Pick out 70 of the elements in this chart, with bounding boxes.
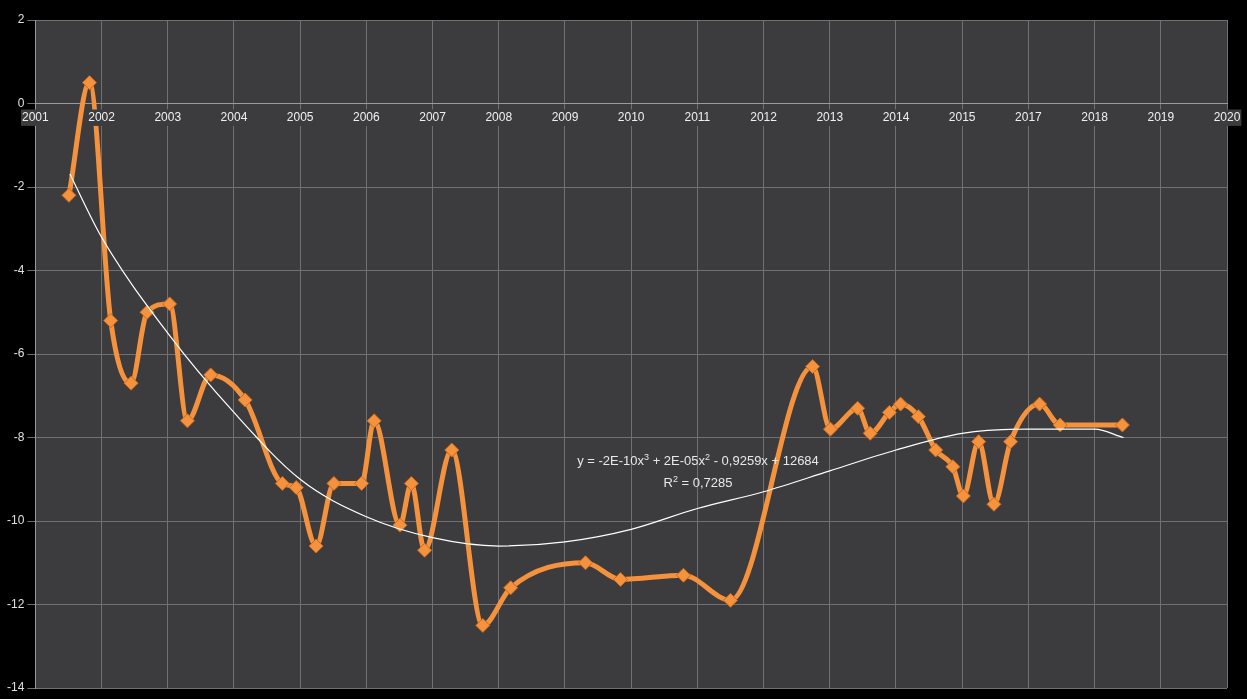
- point: [971, 434, 987, 450]
- x-tick-label: 2015: [948, 110, 976, 125]
- y-tick-label: -6: [13, 346, 25, 361]
- x-tick-label: 2009: [551, 110, 579, 125]
- point: [392, 517, 408, 533]
- point: [103, 313, 119, 329]
- point: [675, 567, 691, 583]
- point: [123, 375, 139, 391]
- point: [403, 475, 419, 491]
- point: [366, 413, 382, 429]
- y-tick-label: -14: [7, 680, 25, 695]
- point: [308, 538, 324, 554]
- point: [612, 571, 628, 587]
- x-tick-label: 2010: [617, 110, 645, 125]
- x-tick-label: 2004: [220, 110, 248, 125]
- x-tick-label: 2012: [750, 110, 778, 125]
- point: [203, 367, 219, 383]
- point: [822, 421, 838, 437]
- y-tick-label: -12: [7, 596, 25, 611]
- y-tick-label: -4: [13, 262, 25, 277]
- x-tick-label: 2002: [88, 110, 116, 125]
- x-tick-label: 2019: [1147, 110, 1175, 125]
- point: [578, 555, 594, 571]
- x-tick-label: 2011: [684, 110, 711, 125]
- point: [893, 396, 909, 412]
- x-tick-label: 2006: [353, 110, 381, 125]
- point: [237, 392, 253, 408]
- y-tick-label: -10: [7, 513, 25, 528]
- point: [274, 475, 290, 491]
- y-tick-label: 2: [17, 12, 25, 27]
- point: [179, 413, 195, 429]
- x-tick-label: 2018: [1081, 110, 1109, 125]
- point: [862, 425, 878, 441]
- point: [444, 442, 460, 458]
- point: [475, 617, 491, 633]
- x-tick-label: 2001: [21, 110, 50, 125]
- point: [417, 542, 433, 558]
- x-tick-label: 2014: [882, 110, 910, 125]
- point: [61, 187, 77, 203]
- y-tick-label: -2: [13, 179, 25, 194]
- point: [850, 400, 866, 416]
- point: [910, 409, 926, 425]
- point: [82, 75, 97, 91]
- point: [1114, 417, 1130, 433]
- y-tick-label: 0: [17, 95, 25, 110]
- point: [945, 459, 961, 475]
- point: [805, 359, 821, 375]
- point: [928, 442, 944, 458]
- point: [722, 592, 738, 608]
- point: [881, 404, 897, 420]
- point: [162, 296, 178, 312]
- x-tick-label: 2020: [1213, 110, 1241, 125]
- point: [326, 475, 342, 491]
- x-tick-label: 2005: [286, 110, 314, 125]
- x-tick-label: 2003: [154, 110, 182, 125]
- point: [354, 475, 370, 491]
- point: [1052, 417, 1068, 433]
- point: [955, 488, 971, 504]
- x-tick-label: 2008: [485, 110, 513, 125]
- point: [1032, 396, 1048, 412]
- point: [986, 496, 1002, 512]
- point: [1003, 434, 1019, 450]
- annotation: R$^{2}$ = 0,7285: [662, 473, 734, 493]
- line-series: [69, 173, 1124, 547]
- x-tick-label: 2017: [1015, 110, 1043, 125]
- point: [503, 580, 519, 596]
- point: [288, 480, 304, 496]
- x-tick-label: 2013: [816, 110, 844, 125]
- x-tick-label: 2007: [419, 110, 447, 125]
- y-tick-label: -8: [13, 429, 25, 444]
